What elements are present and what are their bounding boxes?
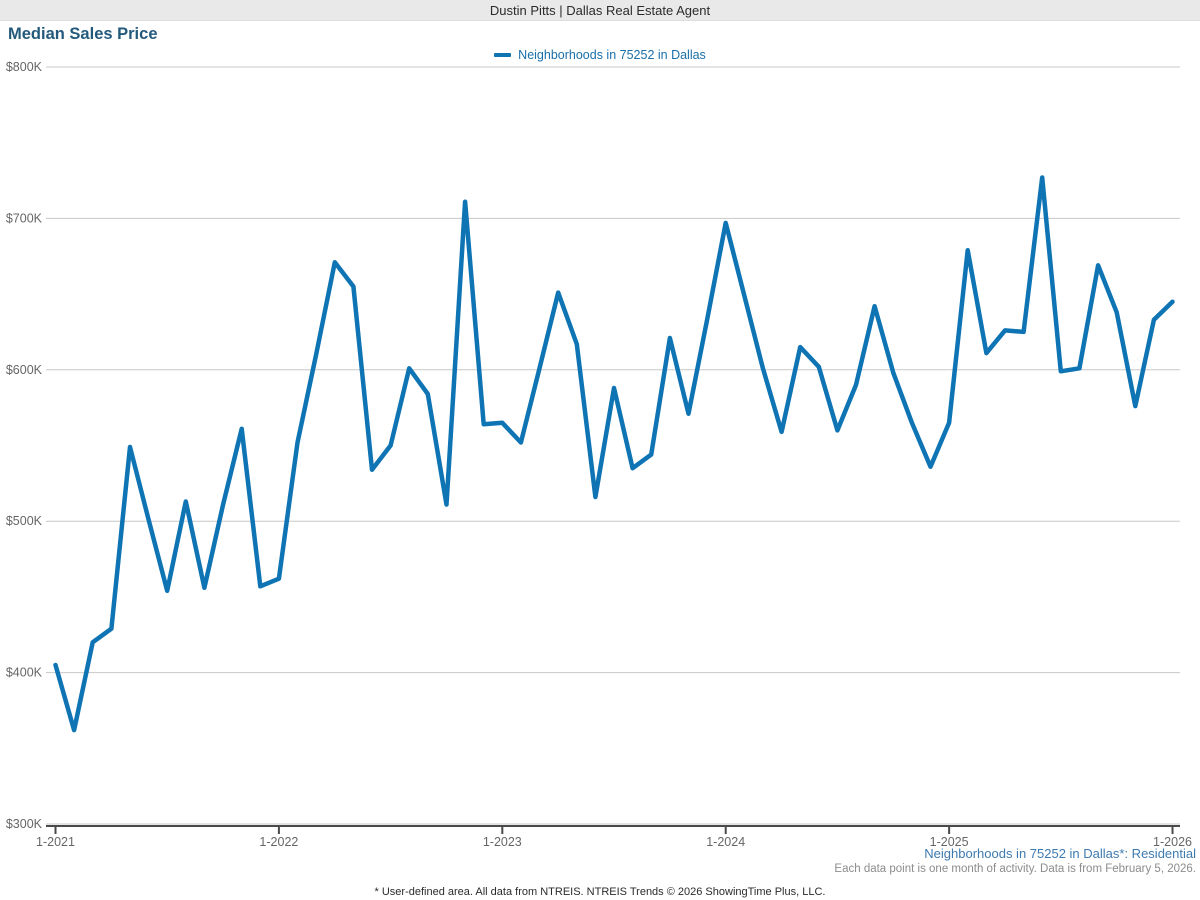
y-tick-label: $400K [6,666,43,680]
footer-copyright: * User-defined area. All data from NTREI… [374,886,826,898]
y-tick-label: $500K [6,514,43,528]
page-title: Median Sales Price [8,25,158,43]
legend-label: Neighborhoods in 75252 in Dallas [518,48,706,62]
agent-banner-text: Dustin Pitts | Dallas Real Estate Agent [489,3,711,18]
x-tick-label: 1-2025 [930,835,969,849]
y-tick-label: $800K [6,60,43,74]
footnote-series: Neighborhoods in 75252 in Dallas*: Resid… [924,846,1196,861]
legend: Neighborhoods in 75252 in Dallas [0,47,1200,63]
series-line [53,175,1175,733]
y-tick-label: $300K [6,817,43,831]
y-tick-label: $600K [6,363,43,377]
x-tick-label: 1-2022 [259,835,298,849]
legend-line-swatch-icon [494,53,512,57]
x-tick-label: 1-2021 [36,835,75,849]
x-tick-label: 1-2026 [1153,835,1192,849]
agent-banner: Dustin Pitts | Dallas Real Estate Agent [0,0,1200,21]
footnote-block: Neighborhoods in 75252 in Dallas*: Resid… [6,846,1196,877]
x-tick-label: 1-2024 [706,835,745,849]
footnote-data-note: Each data point is one month of activity… [834,863,1196,875]
y-tick-label: $700K [6,211,43,225]
x-tick-label: 1-2023 [483,835,522,849]
